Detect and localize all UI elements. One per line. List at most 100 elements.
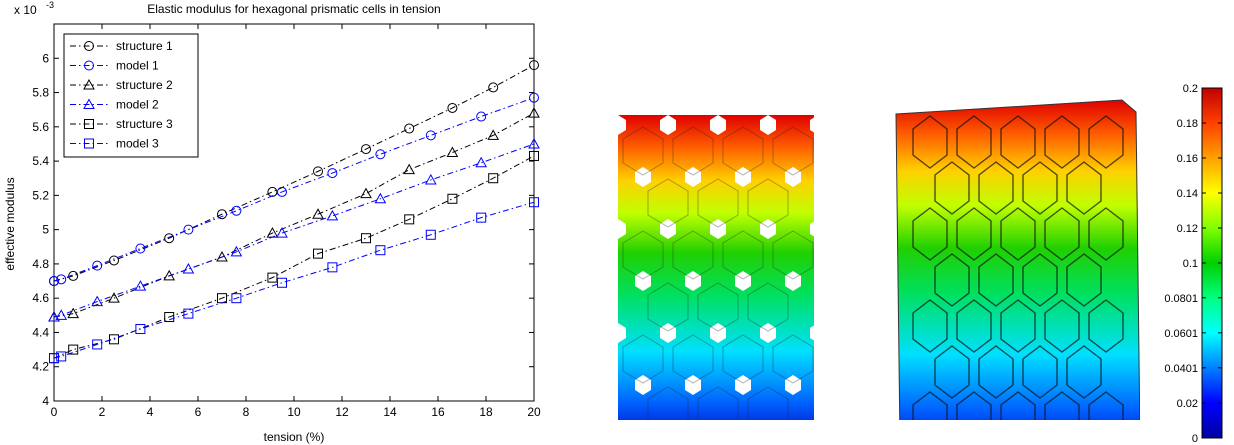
legend-label: structure 1 [116,39,173,53]
hexagonal-cells-front-view [600,115,851,420]
data-point [529,150,539,161]
colorbar-tick-label: 0.02 [1177,398,1198,410]
hexagonal-cell [1088,391,1124,420]
data-point [487,129,500,140]
hexagonal-cell [934,345,970,399]
data-point [164,312,175,323]
data-point [447,102,458,113]
hexagonal-cell [622,334,664,384]
series-model-3 [49,197,539,364]
x-tick-label: 6 [195,405,202,419]
chart-exponent-prefix: x 10 [14,3,37,17]
hexagonal-cell [622,126,664,176]
data-point [447,193,458,204]
simulation-renderings [600,99,1140,420]
colorbar-tick-label: 0 [1192,433,1198,445]
cell-gap [710,219,726,239]
hexagonal-cell [697,282,739,332]
cell-gap [835,167,851,187]
hexagonal-cell [647,386,689,420]
data-point [326,209,339,221]
legend: structure 1 model 1 structure 2 model 2 stru… [63,33,199,158]
x-tick-label: 14 [383,405,397,419]
cell-gap [735,375,751,395]
hexagonal-cell [672,126,714,176]
hexagonal-cell [978,253,1014,307]
chart-exponent-power: -3 [46,0,54,10]
cell-gap [760,219,776,239]
x-tick-label: 2 [99,405,106,419]
line-chart: x 10 -3 Elastic modulus for hexagonal pr… [3,0,541,444]
legend-marker [84,119,94,129]
series-group [48,60,540,364]
cell-gap [760,323,776,343]
legend-label: model 2 [116,98,159,112]
data-point [375,149,386,160]
hexagonal-cell [1000,299,1036,353]
hexagonal-cell [1044,391,1080,420]
data-point [529,92,539,103]
legend-label: model 3 [116,137,159,151]
data-point [529,60,539,71]
legend-marker [84,138,94,149]
data-point [134,280,147,291]
data-point [183,224,194,235]
hexagonal-cell [747,386,789,420]
legend-item: structure 3 [70,117,173,131]
colorbar-tick-label: 0.1 [1183,258,1198,270]
data-point [276,227,288,238]
data-point [425,229,436,240]
data-point [183,308,194,319]
cell-gap [785,167,801,187]
x-tick-label: 0 [51,405,58,419]
data-point [488,82,499,93]
x-tick-label: 20 [527,405,541,419]
series-structure-1 [49,60,539,287]
legend-item: structure 2 [70,78,173,92]
data-point [67,307,80,319]
legend-marker [84,60,94,71]
cell-gap [710,323,726,343]
cell-gap [810,323,826,343]
hexagonal-cell [934,253,970,307]
hexagonal-cell [772,126,814,176]
data-point [404,123,415,134]
x-tick-label: 10 [287,405,301,419]
hexagonal-cell [697,178,739,228]
data-point [528,107,540,118]
hexagonal-cells-perspective-view [895,99,1140,420]
y-tick-label: 5.6 [32,120,49,134]
cell-gap [610,323,626,343]
y-tick-label: 5 [42,223,49,237]
data-point [267,272,278,283]
cell-gap [635,375,651,395]
legend-item: model 3 [70,137,159,151]
data-point [68,270,79,281]
data-point [182,263,195,274]
cell-gap [760,115,776,135]
data-point [92,260,103,271]
cell-gap [835,271,851,291]
hexagonal-cell [1066,161,1102,215]
cell-gap [610,219,626,239]
y-tick-label: 5.4 [32,154,49,168]
hexagonal-cell [772,334,814,384]
data-point [135,243,146,254]
hexagonal-cell [956,391,992,420]
hexagonal-cell [672,334,714,384]
data-point [488,173,499,184]
hexagonal-cell [1088,207,1124,261]
cell-gap [660,219,676,239]
data-point [475,156,488,168]
hexagonal-cell [1000,207,1036,261]
y-tick-label: 4.4 [32,325,49,339]
hexagonal-cell [647,178,689,228]
data-point [361,233,371,244]
legend-item: model 2 [70,98,159,112]
colorbar-tick-label: 0.0801 [1164,293,1198,305]
hexagonal-cell [1022,345,1058,399]
data-point [327,168,338,179]
hexagonal-cell [1066,253,1102,307]
hexagonal-cell [1000,391,1036,420]
axis-ticks: 0 2 4 6 8 10 12 14 16 18 20 4 4.2 4.4 4.6 4.8 5 5.2 5.4 5.6… [32,24,541,419]
